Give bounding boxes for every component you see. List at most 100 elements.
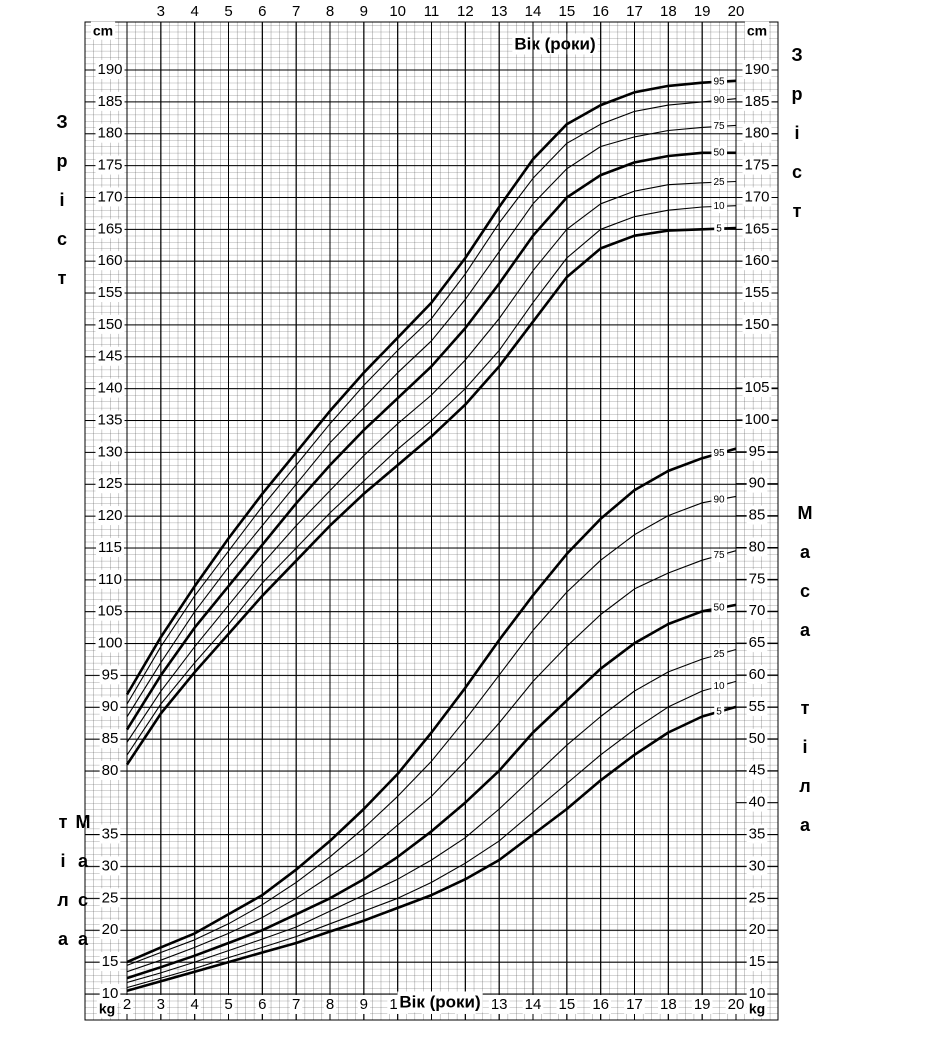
x-tick-label: 4 xyxy=(190,996,198,1013)
y-tick-label-right: 170 xyxy=(744,188,769,205)
x-tick-label: 14 xyxy=(525,3,542,20)
x-tick-label: 12 xyxy=(457,3,474,20)
x-tick-label: 20 xyxy=(728,3,745,20)
y-tick-label-right-bg xyxy=(742,91,772,111)
series-label-bg xyxy=(711,493,727,507)
x-tick-label: 13 xyxy=(491,996,508,1013)
y-tick-label-bg xyxy=(99,856,121,876)
x-tick-label-bg xyxy=(725,994,747,1014)
x-tick-label: 5 xyxy=(224,996,232,1013)
y-tick-label-bg xyxy=(95,251,125,271)
y-tick-label-bg xyxy=(95,314,125,334)
x-tick-label: 17 xyxy=(626,3,643,20)
y-tick-label-right-bg xyxy=(746,601,768,621)
x-tick-label-bg xyxy=(256,1,269,21)
y-tick-label-right-bg xyxy=(746,856,768,876)
x-tick-label-bg xyxy=(488,994,510,1014)
y-tick-label-right-bg xyxy=(746,441,768,461)
x-tick-label-bg xyxy=(357,1,371,21)
y-tick-label: 190 xyxy=(97,61,122,78)
y-tick-label-right-bg xyxy=(746,696,768,716)
y-tick-label-right-bg xyxy=(742,187,772,207)
y-axis-label: Зріст xyxy=(52,112,72,307)
x-tick-label: 7 xyxy=(292,996,300,1013)
weight-label-left: Маса тіла xyxy=(53,812,93,968)
unit-label-right-bg xyxy=(744,21,770,40)
y-tick-label: 20 xyxy=(102,921,119,938)
x-tick-label-bg xyxy=(691,994,713,1014)
y-tick-label-right: 60 xyxy=(749,666,766,683)
y-tick-label-bg xyxy=(99,824,121,844)
y-tick-label-right: 155 xyxy=(744,284,769,301)
percentile-line xyxy=(126,705,737,993)
y-tick-label-right: 30 xyxy=(749,857,766,874)
y-tick-label: 30 xyxy=(102,857,119,874)
percentile-line xyxy=(126,550,737,973)
y-tick-label-bg xyxy=(95,474,125,494)
x-tick-label-bg xyxy=(657,994,679,1014)
series-label: 75 xyxy=(713,121,725,132)
unit-label: kg xyxy=(99,1001,115,1017)
y-tick-label-right: 185 xyxy=(744,93,769,110)
y-tick-label-right: 175 xyxy=(744,157,769,174)
series-label: 90 xyxy=(713,95,725,106)
x-tick-label-bg xyxy=(289,994,303,1014)
x-tick-label-bg xyxy=(590,1,612,21)
x-tick-label-bg xyxy=(188,994,201,1014)
unit-label-bg xyxy=(90,21,116,40)
series-label: 75 xyxy=(713,550,725,561)
y-tick-label-right-bg xyxy=(746,569,768,589)
y-tick-label-right-bg xyxy=(746,665,768,685)
series-label-bg xyxy=(711,200,727,214)
y-tick-label-right: 80 xyxy=(749,538,766,555)
x-tick-label: 3 xyxy=(157,3,165,20)
x-tick-label: 11 xyxy=(424,3,440,20)
x-tick-label: 18 xyxy=(660,996,677,1013)
series-label: 50 xyxy=(713,603,725,614)
series-label-bg xyxy=(711,679,727,693)
y-tick-label: 165 xyxy=(97,220,122,237)
y-tick-label: 125 xyxy=(97,475,122,492)
x-tick-label: 10 xyxy=(389,3,406,20)
x-tick-label: 6 xyxy=(258,996,266,1013)
y-tick-label-bg xyxy=(95,410,125,430)
series-label-bg xyxy=(714,705,725,719)
y-tick-label-right: 100 xyxy=(744,411,769,428)
x-axis-title-bg xyxy=(512,33,598,55)
y-tick-label-right-bg xyxy=(742,219,772,239)
y-tick-label: 155 xyxy=(97,284,122,301)
y-tick-label-right: 35 xyxy=(749,825,766,842)
series-label-bg xyxy=(711,647,727,661)
y-tick-label-bg xyxy=(99,888,121,908)
y-tick-label-right: 160 xyxy=(744,252,769,269)
y-tick-label-bg xyxy=(95,187,125,207)
x-axis-title: Вік (роки) xyxy=(514,34,595,53)
series-label-bg xyxy=(711,175,727,189)
x-tick-label-bg xyxy=(357,994,371,1014)
y-tick-label-bg xyxy=(95,123,125,143)
y-tick-label-right-bg xyxy=(746,983,768,1003)
series-label-bg xyxy=(714,222,725,236)
unit-label-bg xyxy=(96,999,118,1018)
y-tick-label-bg xyxy=(99,665,121,685)
y-tick-label: 85 xyxy=(102,730,119,747)
x-tick-label: 2 xyxy=(123,996,131,1013)
y-tick-label-right-bg xyxy=(746,792,768,812)
series-label: 5 xyxy=(716,706,722,717)
y-tick-label-bg xyxy=(95,91,125,111)
y-tick-label-bg xyxy=(95,506,125,526)
x-tick-label-bg xyxy=(154,1,168,21)
y-tick-label-right-bg xyxy=(746,537,768,557)
y-tick-label-right: 190 xyxy=(744,61,769,78)
series-label: 25 xyxy=(713,177,725,188)
y-tick-label-bg xyxy=(95,442,125,462)
y-tick-label-right-bg xyxy=(746,824,768,844)
y-tick-label-bg xyxy=(95,155,125,175)
x-axis-title: Вік (роки) xyxy=(399,992,480,1011)
y-tick-label: 110 xyxy=(98,571,122,588)
series-label: 95 xyxy=(713,76,725,87)
y-tick-label-bg xyxy=(99,952,121,972)
x-tick-label-bg xyxy=(188,1,201,21)
y-tick-label: 120 xyxy=(97,507,122,524)
